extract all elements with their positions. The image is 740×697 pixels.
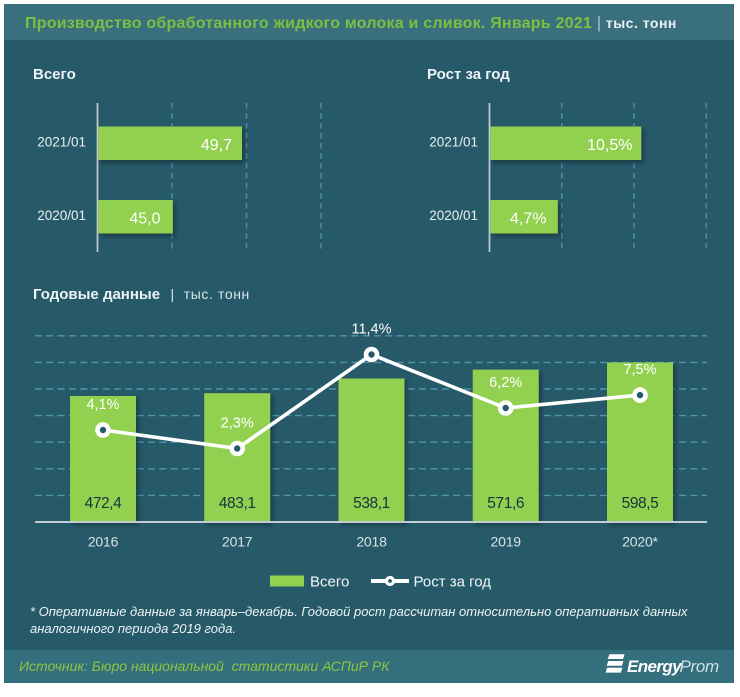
svg-text:Prom: Prom: [680, 657, 720, 676]
svg-text:2,3%: 2,3%: [221, 415, 254, 431]
svg-text:7,5%: 7,5%: [623, 362, 656, 378]
svg-text:| тыс. тонн: | тыс. тонн: [171, 286, 250, 302]
svg-text:2021/01: 2021/01: [429, 135, 478, 150]
svg-text:2016: 2016: [88, 534, 119, 550]
svg-text:49,7: 49,7: [201, 137, 232, 154]
svg-text:4,7%: 4,7%: [510, 211, 546, 228]
svg-text:11,4%: 11,4%: [351, 321, 391, 337]
svg-text:4,1%: 4,1%: [86, 397, 119, 413]
svg-text:6,2%: 6,2%: [489, 375, 522, 391]
svg-text:2020/01: 2020/01: [37, 208, 86, 223]
svg-text:Energy: Energy: [627, 657, 683, 676]
svg-text:538,1: 538,1: [353, 495, 390, 512]
svg-text:2017: 2017: [222, 534, 253, 550]
svg-text:2019: 2019: [491, 534, 522, 550]
svg-text:2018: 2018: [356, 534, 387, 550]
svg-text:2020/01: 2020/01: [429, 208, 478, 223]
svg-text:598,5: 598,5: [622, 495, 659, 512]
svg-text:472,4: 472,4: [85, 495, 123, 512]
svg-text:571,6: 571,6: [487, 495, 524, 512]
svg-text:Годовые данные: Годовые данные: [33, 286, 160, 303]
svg-text:2020*: 2020*: [622, 534, 658, 550]
svg-text:Всего: Всего: [310, 574, 349, 591]
svg-text:45,0: 45,0: [129, 211, 160, 228]
svg-text:2021/01: 2021/01: [37, 135, 86, 150]
svg-text:Рост за год: Рост за год: [414, 574, 492, 591]
svg-text:10,5%: 10,5%: [587, 137, 632, 154]
svg-text:483,1: 483,1: [219, 495, 256, 512]
